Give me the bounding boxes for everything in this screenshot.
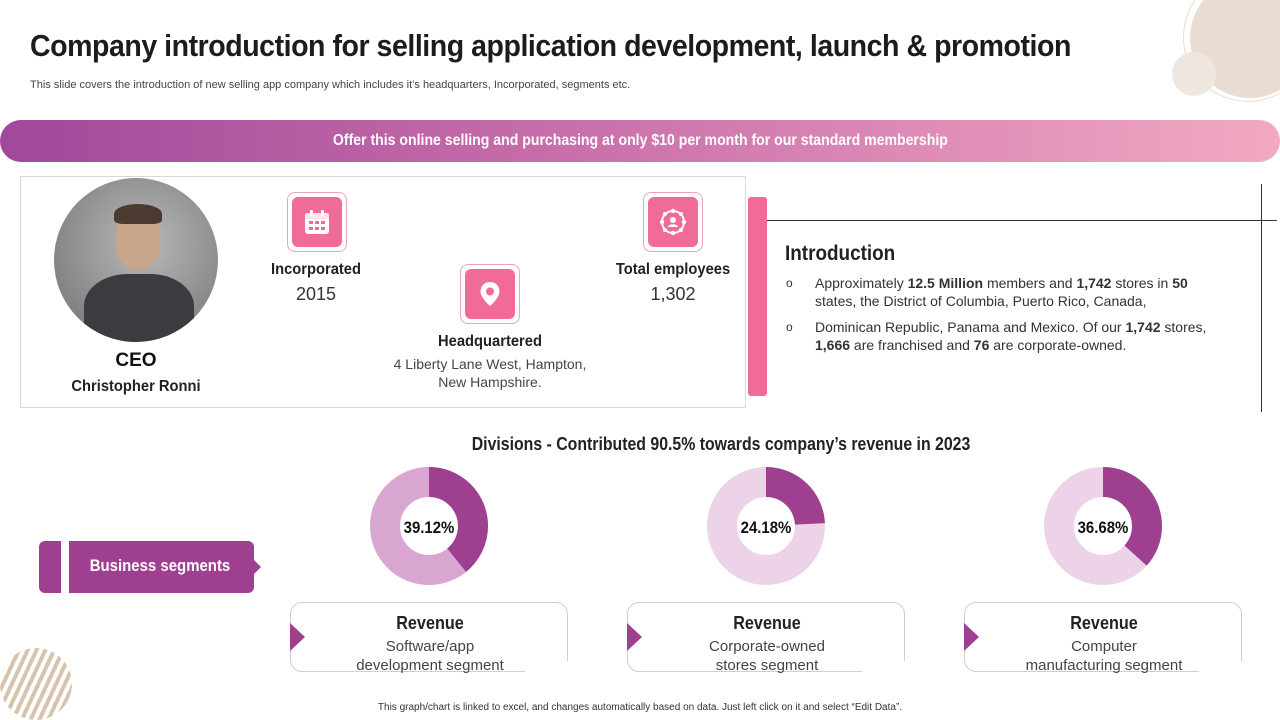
photo-hair-shape	[114, 204, 162, 224]
decorative-circle-small	[1172, 52, 1216, 96]
employees-value: 1,302	[650, 284, 696, 304]
revenue-desc-line1: Software/app	[385, 638, 475, 655]
headquartered-address-line1: 4 Liberty Lane West, Hampton,	[393, 356, 587, 372]
photo-body-shape	[84, 274, 194, 342]
ceo-photo	[54, 178, 218, 342]
revenue-title: Revenue	[396, 613, 464, 633]
card-arrow-icon	[290, 623, 305, 651]
membership-banner: Offer this online selling and purchasing…	[0, 120, 1280, 162]
introduction-divider-horizontal	[767, 220, 1277, 221]
incorporated-icon-tile	[287, 192, 347, 252]
donut-value-arc	[370, 467, 488, 585]
employees-label: Total employees	[615, 261, 731, 278]
card-arrow-icon	[627, 623, 642, 651]
intro-text: members and	[983, 275, 1077, 291]
intro-corporate: 76	[973, 337, 990, 353]
divisions-title: Divisions - Contributed 90.5% towards co…	[471, 434, 971, 454]
team-network-icon	[659, 208, 687, 236]
intro-members: 12.5 Million	[907, 275, 984, 291]
revenue-desc-line2: manufacturing segment	[1025, 657, 1183, 674]
intro-stores: 1,742	[1076, 275, 1112, 291]
donut-chart-corporate-stores	[707, 467, 825, 585]
bullet-icon: o	[786, 276, 793, 290]
revenue-card-computer-manufacturing: Revenue Computer manufacturing segment	[964, 602, 1243, 675]
business-segments-label: Business segments	[39, 541, 261, 593]
introduction-list: o Approximately 12.5 Million members and…	[786, 274, 1226, 362]
slide-title: Company introduction for selling applica…	[30, 28, 1071, 63]
headquartered-label: Headquartered	[438, 333, 542, 350]
intro-stores: 1,742	[1125, 319, 1161, 335]
business-segments-text: Business segments	[89, 556, 231, 575]
incorporated-label: Incorporated	[271, 261, 361, 278]
revenue-card-corporate-stores: Revenue Corporate-owned stores segment	[627, 602, 906, 675]
donut-value-label: 39.12%	[403, 518, 455, 537]
revenue-description: Corporate-owned stores segment	[628, 637, 906, 675]
donut-value-label: 24.18%	[740, 518, 792, 537]
revenue-desc-line1: Corporate-owned	[709, 638, 825, 655]
company-info-box	[20, 176, 746, 408]
calendar-icon	[305, 210, 329, 234]
intro-text: are corporate-owned.	[989, 337, 1127, 353]
intro-text: stores in	[1111, 275, 1173, 291]
introduction-title: Introduction	[785, 242, 896, 265]
revenue-desc-line1: Computer	[1071, 638, 1137, 655]
revenue-description: Computer manufacturing segment	[965, 637, 1243, 675]
revenue-title: Revenue	[1070, 613, 1138, 633]
donut-value-label: 36.68%	[1077, 518, 1129, 537]
ceo-role: CEO	[115, 350, 157, 371]
intro-text: states, the District of Columbia, Puerto…	[815, 293, 1147, 309]
donut-chart-computer-manufacturing	[1044, 467, 1162, 585]
revenue-title: Revenue	[733, 613, 801, 633]
revenue-desc-line2: stores segment	[715, 657, 819, 674]
location-pin-icon	[480, 282, 500, 306]
slide-subtitle: This slide covers the introduction of ne…	[30, 79, 631, 91]
donut-value-arc	[707, 467, 825, 585]
revenue-description: Software/app development segment	[291, 637, 569, 675]
intro-text: stores,	[1160, 319, 1207, 335]
intro-text: are franchised and	[850, 337, 974, 353]
headquartered-address-line2: New Hampshire.	[438, 374, 542, 390]
incorporated-value: 2015	[295, 284, 337, 304]
banner-text: Offer this online selling and purchasing…	[332, 132, 948, 149]
introduction-item: o Approximately 12.5 Million members and…	[786, 274, 1226, 310]
revenue-card-software: Revenue Software/app development segment	[290, 602, 569, 675]
employees-icon-tile	[643, 192, 703, 252]
bullet-icon: o	[786, 320, 793, 334]
card-arrow-icon	[964, 623, 979, 651]
intro-text: Approximately	[815, 275, 908, 291]
ceo-name: Christopher Ronni	[71, 378, 201, 395]
footnote: This graph/chart is linked to excel, and…	[377, 702, 903, 713]
intro-text: Dominican Republic, Panama and Mexico. O…	[815, 319, 1126, 335]
decorative-striped-circle	[0, 648, 72, 720]
introduction-divider-vertical	[1261, 184, 1262, 412]
revenue-desc-line2: development segment	[356, 657, 504, 674]
donut-value-arc	[1044, 467, 1162, 585]
introduction-accent-bar	[748, 197, 767, 396]
donut-chart-software	[370, 467, 488, 585]
headquartered-icon-tile	[460, 264, 520, 324]
intro-franchised: 1,666	[815, 337, 851, 353]
introduction-item: o Dominican Republic, Panama and Mexico.…	[786, 318, 1226, 354]
intro-states: 50	[1172, 275, 1188, 291]
